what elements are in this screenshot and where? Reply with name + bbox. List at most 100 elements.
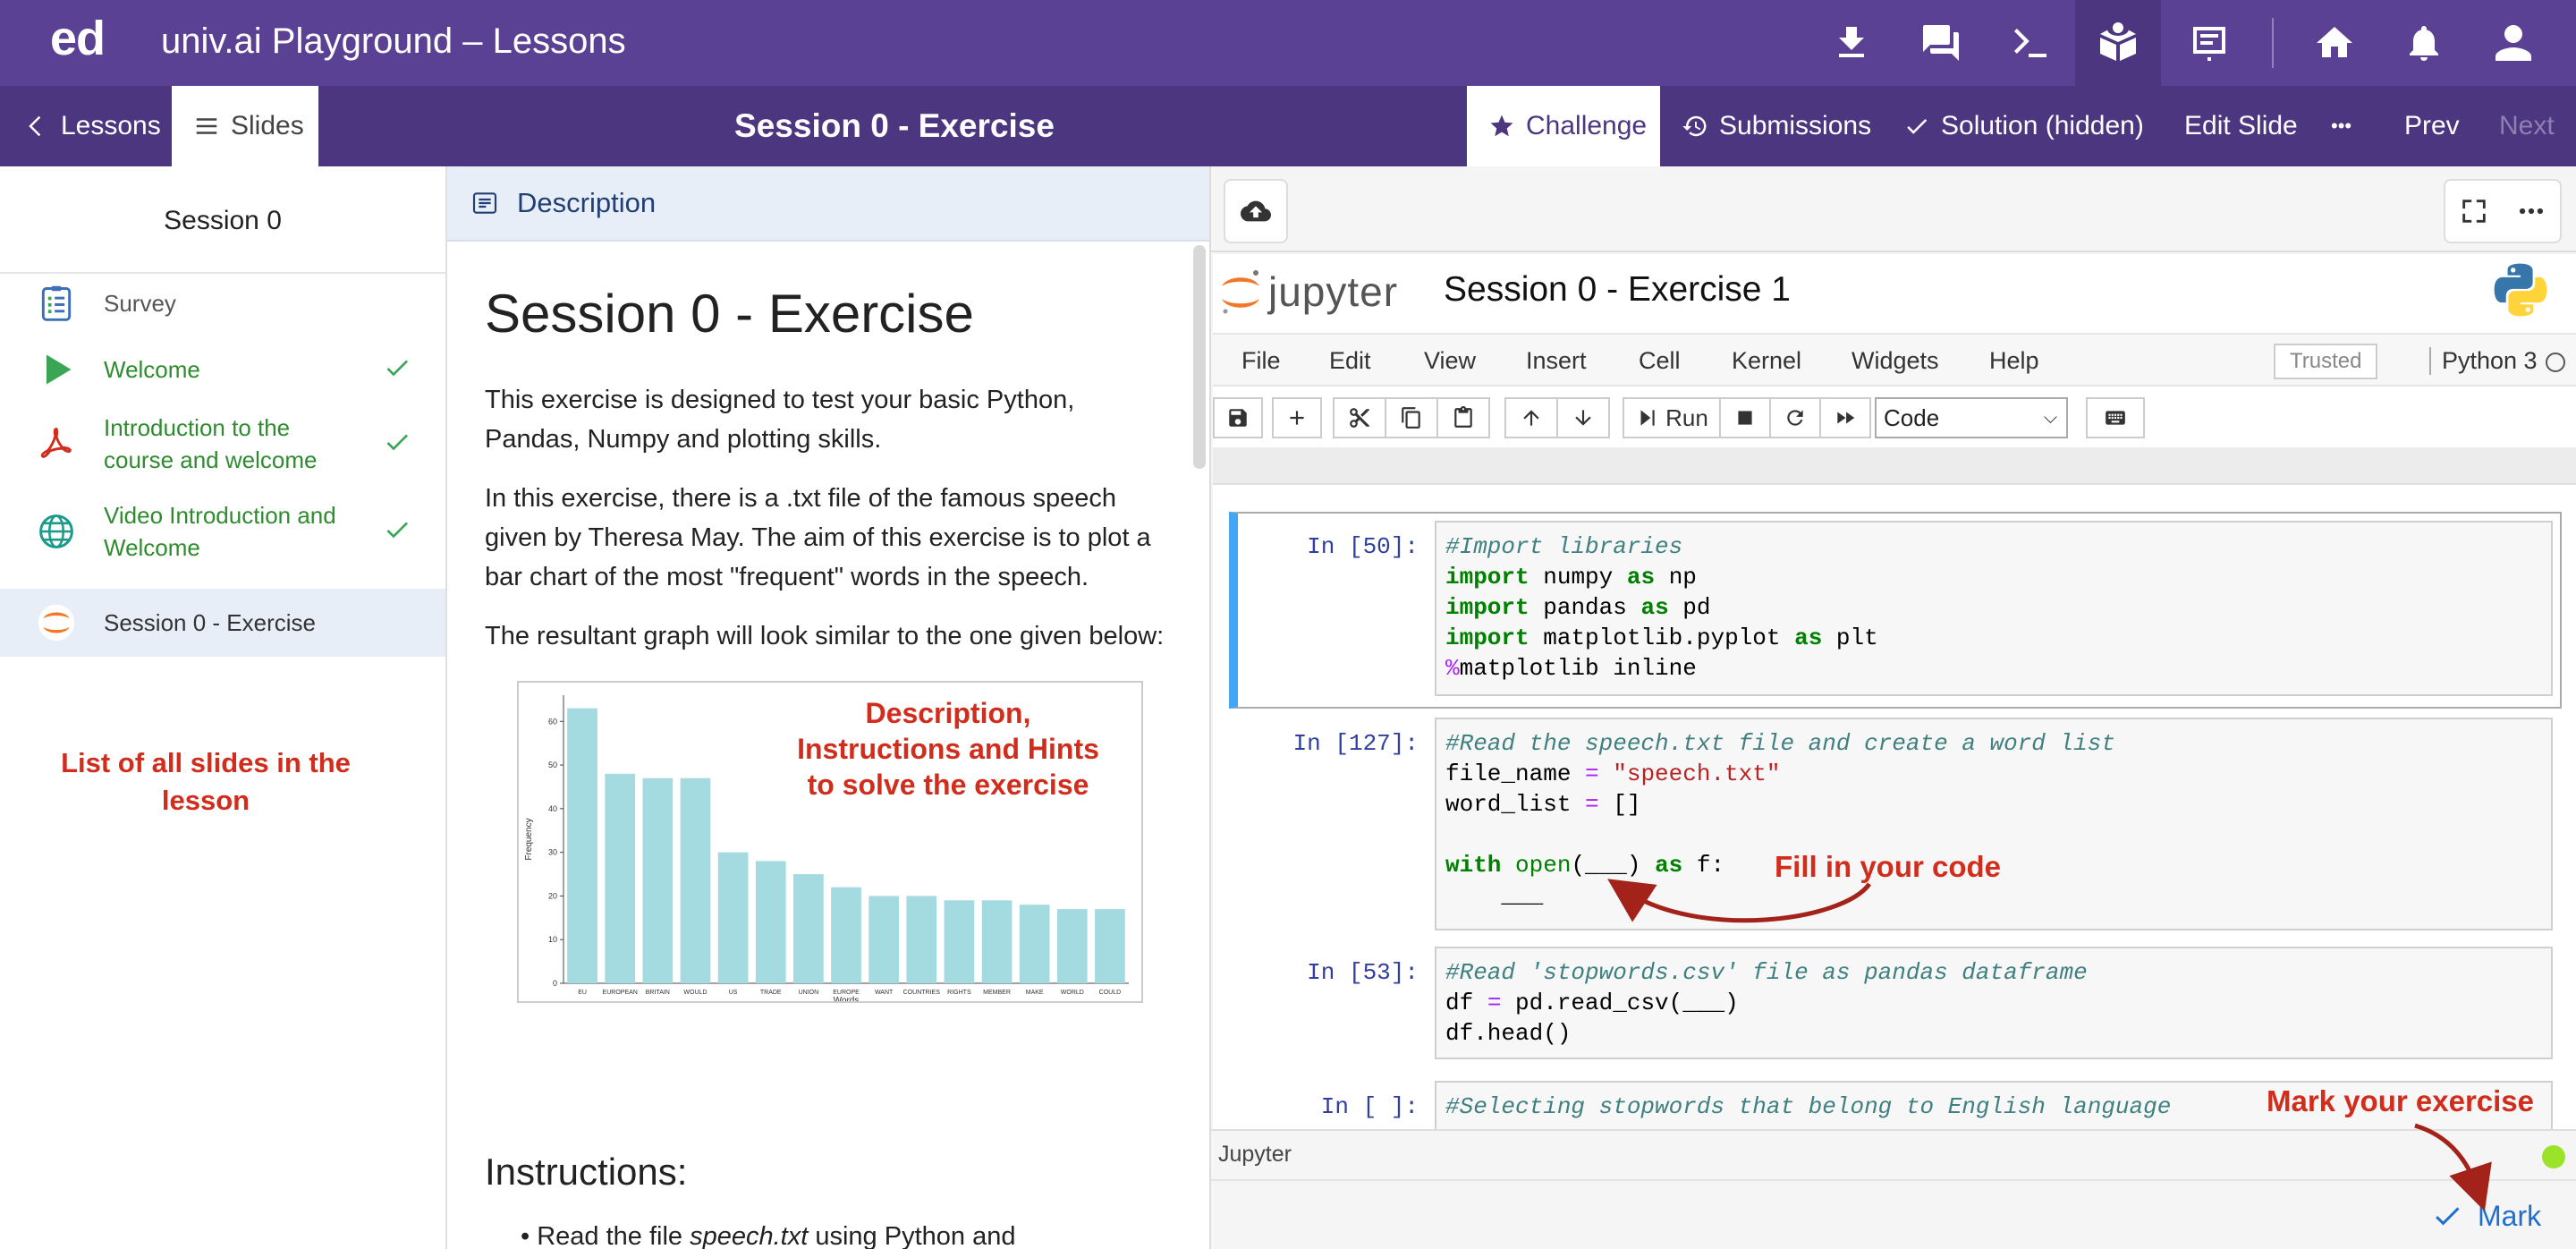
menu-view[interactable]: View <box>1424 347 1477 374</box>
cell-type-select[interactable]: Code ⌵ <box>1875 397 2068 438</box>
paste-button[interactable] <box>1436 397 1490 438</box>
notebook-status-bar: Jupyter <box>1211 1129 2576 1179</box>
cloud-upload-button[interactable] <box>1224 179 1288 243</box>
chart-bar <box>717 852 749 983</box>
restart-run-all-button[interactable] <box>1819 397 1871 438</box>
chart-bar <box>680 777 711 983</box>
jupyter-logo[interactable]: jupyter <box>1218 265 1398 319</box>
completed-check-icon <box>383 428 415 460</box>
menu-help[interactable]: Help <box>1989 347 2039 374</box>
save-button[interactable] <box>1213 397 1263 438</box>
menu-widgets[interactable]: Widgets <box>1852 347 1939 374</box>
chat-icon[interactable] <box>1898 0 1984 86</box>
home-icon[interactable] <box>2292 0 2377 86</box>
code-token: matplotlib inline <box>1459 655 1697 682</box>
menu-icon <box>196 118 217 134</box>
globe-icon <box>36 511 77 552</box>
menu-kernel[interactable]: Kernel <box>1732 347 1802 374</box>
menu-cell[interactable]: Cell <box>1639 347 1681 374</box>
jupyter-rings-icon <box>1222 270 1259 314</box>
kernel-idle-icon <box>2546 353 2565 372</box>
description-tab[interactable]: Description <box>447 166 1209 242</box>
label-line-2: course and welcome <box>104 446 318 473</box>
status-label: Jupyter <box>1218 1142 1292 1167</box>
interrupt-button[interactable] <box>1719 397 1771 438</box>
solution-tab[interactable]: Solution (hidden) <box>1903 86 2144 166</box>
cell-editor[interactable]: #Selecting stopwords that belong to Engl… <box>1435 1081 2553 1129</box>
chart-bar <box>1095 909 1125 983</box>
completed-check-icon <box>383 353 415 386</box>
menu-edit[interactable]: Edit <box>1329 347 1371 374</box>
scissors-icon <box>1350 408 1369 428</box>
sidebar-item-label: Session 0 - Exercise <box>104 609 316 636</box>
cut-button[interactable] <box>1333 397 1386 438</box>
keyboard-icon <box>2106 411 2125 425</box>
arrow-down-icon <box>1575 410 1591 426</box>
copy-button[interactable] <box>1385 397 1438 438</box>
move-up-button[interactable] <box>1504 397 1558 438</box>
sidebar-item-survey[interactable]: Survey <box>0 276 445 331</box>
insert-cell-button[interactable] <box>1272 397 1322 438</box>
submissions-label: Submissions <box>1719 111 1872 140</box>
next-label: Next <box>2499 111 2555 140</box>
run-button[interactable]: Run <box>1623 397 1721 438</box>
play-icon <box>36 349 77 390</box>
lessons-back-button[interactable]: Lessons <box>23 86 161 166</box>
document-icon <box>472 192 497 214</box>
sidebar-item-session-exercise[interactable]: Session 0 - Exercise <box>0 589 445 657</box>
kernel-name[interactable]: Python 3 <box>2429 347 2538 375</box>
workspace-options-group <box>2444 179 2562 243</box>
more-horizontal-icon[interactable] <box>2516 196 2546 226</box>
restart-button[interactable] <box>1769 397 1821 438</box>
code-token: numpy <box>1543 564 1614 591</box>
sidebar-item-introduction[interactable]: Introduction to the course and welcome <box>0 406 445 481</box>
star-icon <box>1490 115 1513 137</box>
more-options-button[interactable]: ••• <box>2331 86 2351 166</box>
terminal-icon[interactable] <box>1987 0 2073 86</box>
jupyter-icon <box>36 602 77 643</box>
notebook-toolbar: Run Code ⌵ <box>1213 388 2576 446</box>
prev-button[interactable]: Prev <box>2404 86 2460 166</box>
bell-icon[interactable] <box>2381 0 2467 86</box>
chart-bar <box>755 861 786 983</box>
next-button[interactable]: Next <box>2499 86 2555 166</box>
submissions-tab[interactable]: Submissions <box>1682 86 1871 166</box>
sidebar-item-video-introduction[interactable]: Video Introduction and Welcome <box>0 494 445 569</box>
menu-file[interactable]: File <box>1241 347 1281 374</box>
fill-code-annotation: Fill in your code <box>1775 850 2002 883</box>
chart-bar <box>793 874 824 983</box>
cell-editor[interactable]: #Import libraries import numpy as np imp… <box>1435 521 2553 696</box>
mark-button[interactable]: Mark <box>2431 1194 2541 1238</box>
user-icon[interactable] <box>2470 0 2556 86</box>
chart-y-tick-label: 20 <box>548 891 557 900</box>
notebook-name[interactable]: Session 0 - Exercise 1 <box>1444 270 1792 309</box>
download-icon[interactable] <box>1809 0 1894 86</box>
command-palette-button[interactable] <box>2086 397 2145 438</box>
description-paragraph-3: The resultant graph will look similar to… <box>485 622 1165 650</box>
chart-y-tick-label: 30 <box>548 848 557 857</box>
run-label: Run <box>1665 404 1708 431</box>
sidebar-item-label: Video Introduction and Welcome <box>104 499 336 564</box>
chart-bar <box>1019 905 1050 983</box>
trusted-indicator[interactable]: Trusted <box>2274 344 2378 379</box>
app-title: univ.ai Playground – Lessons <box>161 21 626 61</box>
lesson-icon[interactable] <box>2075 0 2161 86</box>
menu-insert[interactable]: Insert <box>1526 347 1587 374</box>
fullscreen-icon[interactable] <box>2459 196 2489 226</box>
slides-icon[interactable] <box>2166 0 2252 86</box>
ed-logo[interactable]: ed <box>50 12 106 65</box>
slides-button[interactable]: Slides <box>172 86 318 166</box>
code-token: [] <box>1598 791 1641 818</box>
chart-bar <box>605 773 636 983</box>
description-scrollbar[interactable] <box>1193 245 1206 469</box>
cell-editor[interactable]: #Read the speech.txt file and create a w… <box>1435 718 2553 930</box>
move-down-button[interactable] <box>1556 397 1610 438</box>
survey-icon <box>36 283 77 324</box>
cell-editor[interactable]: #Read 'stopwords.csv' file as pandas dat… <box>1435 947 2553 1059</box>
jupyter-wordmark: jupyter <box>1268 268 1399 315</box>
challenge-tab[interactable]: Challenge <box>1467 86 1660 166</box>
sidebar-item-label: Welcome <box>104 356 200 383</box>
edit-slide-button[interactable]: Edit Slide <box>2184 86 2298 166</box>
sidebar-item-welcome[interactable]: Welcome <box>0 342 445 397</box>
sidebar-item-label: Survey <box>104 290 176 317</box>
